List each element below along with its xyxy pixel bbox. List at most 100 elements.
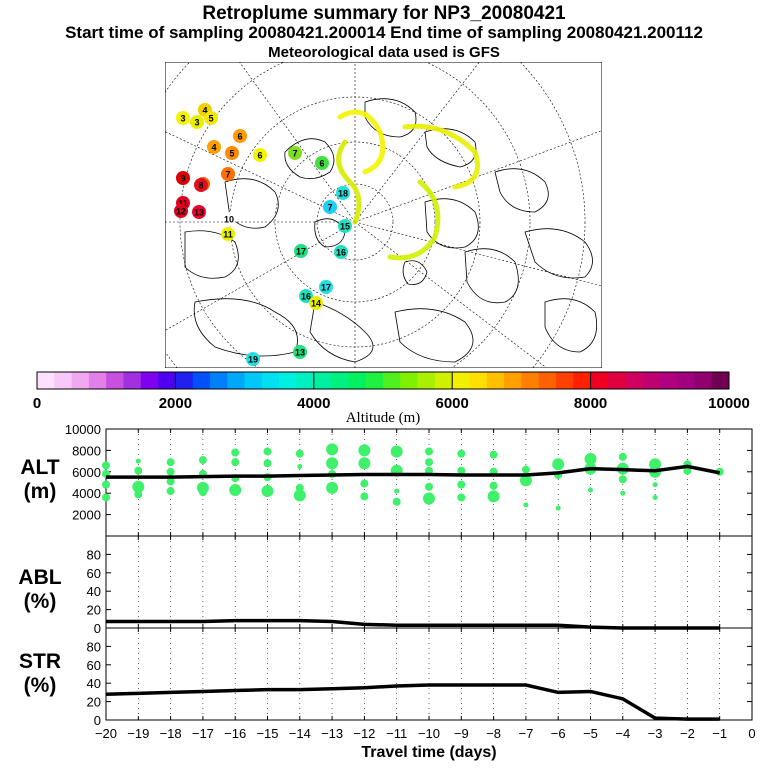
- map-marker: 6: [233, 129, 247, 143]
- scatter-point: [326, 481, 339, 494]
- map-marker-label: 16: [336, 248, 346, 258]
- map-marker: 16: [334, 245, 348, 259]
- colorbar-cell: [365, 372, 384, 389]
- map-marker-label: 5: [229, 149, 234, 159]
- map-marker: 19: [246, 352, 260, 366]
- colorbar-cell: [556, 372, 574, 389]
- map-marker-label: 18: [338, 189, 348, 199]
- map-marker: 18: [336, 186, 350, 200]
- abl-series-line: [106, 618, 720, 630]
- x-tick-label: −11: [386, 726, 407, 741]
- map-marker: 14: [309, 296, 323, 310]
- colorbar-cell: [88, 372, 107, 389]
- scatter-point: [231, 448, 240, 457]
- chart-title: Retroplume summary for NP3_20080421: [202, 3, 566, 24]
- scatter-point: [487, 490, 500, 503]
- colorbar-cell: [192, 372, 211, 389]
- x-tick-label: −14: [289, 726, 311, 741]
- colorbar-cell: [538, 372, 557, 389]
- x-tick-label: −15: [256, 726, 278, 741]
- meridians: [165, 62, 602, 368]
- x-tick-label: −1: [712, 726, 727, 741]
- scatter-point: [425, 482, 433, 491]
- scatter-point: [135, 458, 141, 464]
- map-marker: 11: [221, 227, 235, 241]
- x-tick-label: −8: [486, 726, 501, 741]
- map-marker-label: 3: [180, 114, 185, 124]
- colorbar-cell: [625, 372, 643, 389]
- map-marker-label: 7: [292, 149, 297, 159]
- scatter-point: [132, 480, 145, 493]
- alt-panel-label: ALT (m): [20, 456, 60, 503]
- map-marker-label: 7: [327, 203, 332, 213]
- scatter-point: [588, 487, 593, 493]
- colorbar-border: [36, 371, 730, 390]
- scatter-point: [360, 492, 369, 501]
- scatter-point: [489, 481, 498, 490]
- scatter-point: [618, 475, 627, 484]
- scatter-point: [166, 477, 175, 486]
- colorbar-cell: [573, 372, 592, 389]
- scatter-point: [423, 492, 435, 505]
- scatter-point: [390, 445, 403, 458]
- map-marker-label: 11: [223, 230, 233, 240]
- map-marker: 4: [207, 140, 221, 154]
- colorbar-tick-label: 8000: [574, 395, 607, 412]
- map-marker-label: 8: [198, 181, 203, 191]
- map-marker: 7: [323, 200, 337, 214]
- y-tick-label: 6000: [72, 465, 101, 480]
- map-marker: 6: [315, 156, 329, 170]
- scatter-point: [555, 505, 561, 511]
- map-marker: 7: [221, 167, 235, 181]
- scatter-point: [166, 487, 175, 496]
- scatter-point: [457, 493, 466, 502]
- scatter-point: [457, 466, 466, 475]
- map-marker: 7: [288, 146, 302, 160]
- map-marker-label: 15: [340, 222, 350, 232]
- colorbar-cell: [210, 372, 228, 389]
- map-marker: 17: [319, 280, 333, 294]
- altitude-colorbar: 0 2000 4000 6000 8000 10000 Altitude (m): [33, 371, 750, 425]
- coastlines: [184, 98, 598, 363]
- panel-abl: 0 20 40 60 80: [87, 535, 753, 636]
- scatter-point: [326, 443, 339, 456]
- colorbar-cell: [227, 372, 246, 389]
- colorbar-cell: [331, 372, 349, 389]
- y-tick-label: 60: [87, 566, 101, 581]
- panel-alt: 2000 4000 6000 8000 10000: [65, 422, 753, 537]
- map-marker-label: 7: [225, 170, 230, 180]
- map-marker: 8: [194, 178, 208, 192]
- map-marker-label: 10: [224, 215, 234, 225]
- scatter-point: [523, 502, 529, 508]
- colorbar-cell: [158, 372, 176, 389]
- colorbar-cell: [313, 372, 332, 389]
- map-marker-label: 14: [311, 299, 321, 309]
- colorbar-cells: [37, 372, 730, 389]
- colorbar-cell: [417, 372, 436, 389]
- scatter-point: [392, 497, 401, 506]
- scatter-point: [293, 489, 306, 502]
- met-data-note: Meteorological data used is GFS: [268, 44, 500, 61]
- scatter-point: [102, 493, 110, 502]
- y-tick-label: 2000: [72, 508, 101, 523]
- scatter-point: [425, 458, 433, 467]
- colorbar-cell: [244, 372, 263, 389]
- polar-map: 3345456676789811121310117181516171817191…: [165, 62, 602, 368]
- map-marker-label: 6: [257, 151, 262, 161]
- colorbar-tick-label: 0: [33, 395, 41, 412]
- scatter-point: [358, 457, 371, 470]
- x-tick-label: −17: [192, 726, 214, 741]
- x-tick-label: −4: [615, 726, 630, 741]
- colorbar-cell: [504, 372, 522, 389]
- scatter-point: [198, 456, 207, 465]
- map-marker: 9: [176, 171, 190, 185]
- scatter-point: [519, 474, 532, 487]
- colorbar-cell: [348, 372, 367, 389]
- colorbar-tick-labels: 0 2000 4000 6000 8000 10000: [33, 395, 750, 412]
- map-marker-label: 5: [208, 114, 213, 124]
- scatter-point: [552, 458, 565, 471]
- colorbar-cell: [400, 372, 419, 389]
- map-marker: 13: [192, 205, 206, 219]
